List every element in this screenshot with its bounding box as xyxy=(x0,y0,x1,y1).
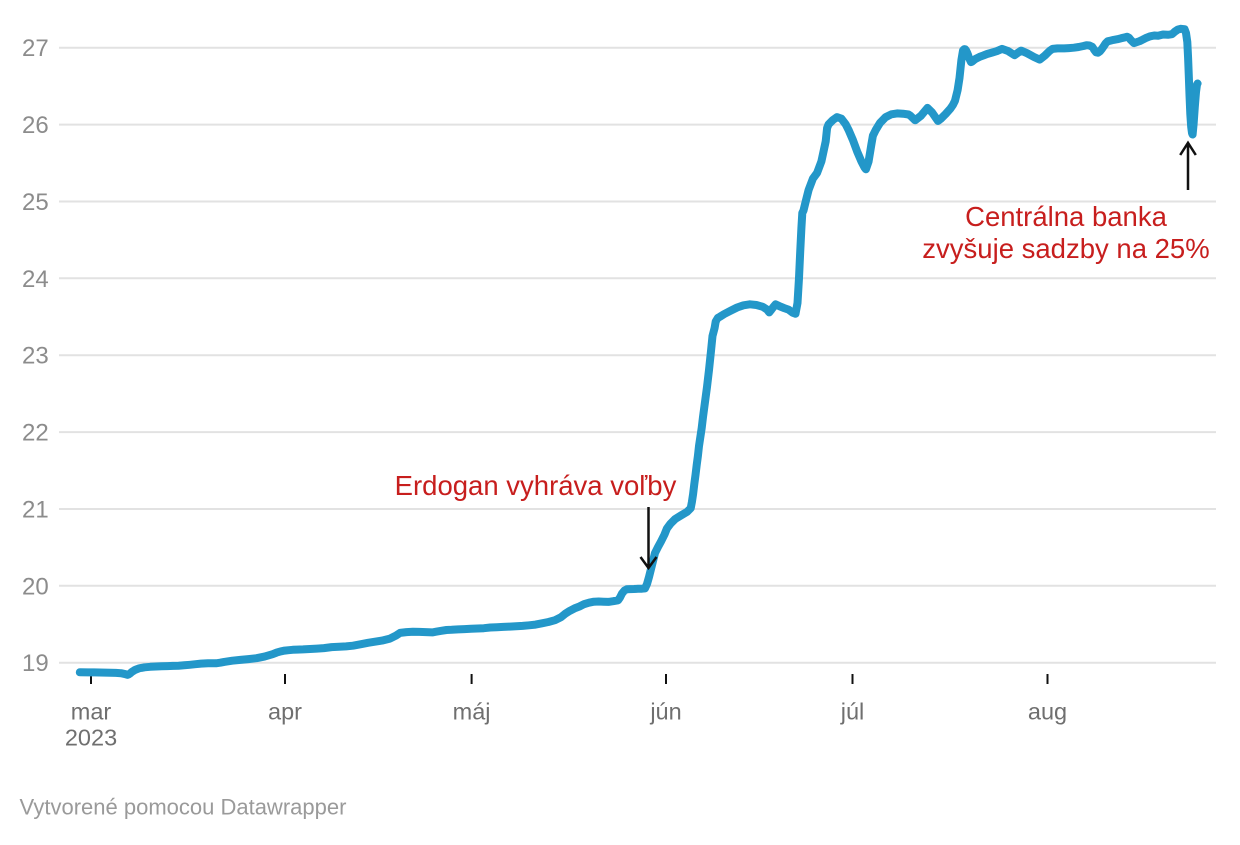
svg-text:23: 23 xyxy=(22,343,49,370)
svg-text:25: 25 xyxy=(22,189,49,216)
svg-text:máj: máj xyxy=(453,699,491,725)
svg-text:Vytvorené pomocou Datawrapper: Vytvorené pomocou Datawrapper xyxy=(20,795,347,820)
svg-text:aug: aug xyxy=(1028,699,1067,725)
svg-text:20: 20 xyxy=(22,573,49,600)
svg-text:Centrálna banka: Centrálna banka xyxy=(965,201,1168,232)
svg-text:jún: jún xyxy=(649,699,681,725)
svg-text:24: 24 xyxy=(22,266,49,293)
svg-text:zvyšuje sadzby na 25%: zvyšuje sadzby na 25% xyxy=(922,233,1209,264)
svg-text:2023: 2023 xyxy=(65,725,117,751)
svg-text:27: 27 xyxy=(22,35,49,62)
svg-text:22: 22 xyxy=(22,420,49,447)
svg-text:19: 19 xyxy=(22,650,49,677)
svg-text:Erdogan vyhráva voľby: Erdogan vyhráva voľby xyxy=(395,470,677,501)
svg-text:21: 21 xyxy=(22,497,49,524)
svg-text:júl: júl xyxy=(840,699,865,725)
svg-text:26: 26 xyxy=(22,112,49,139)
svg-text:mar: mar xyxy=(71,699,112,725)
svg-text:apr: apr xyxy=(268,699,302,725)
